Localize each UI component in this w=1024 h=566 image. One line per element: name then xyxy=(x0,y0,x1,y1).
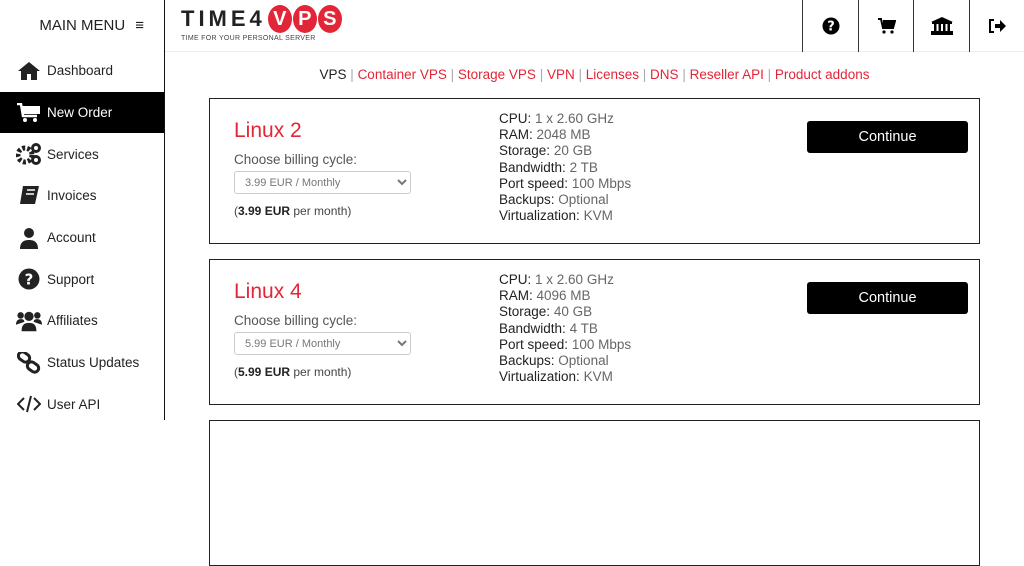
spec-row: Backups: Optional xyxy=(499,192,609,208)
logo[interactable]: TIME4 V P S TIME FOR YOUR PERSONAL SERVER xyxy=(181,5,342,42)
spec-row: Virtualization: KVM xyxy=(499,208,613,224)
sidebar-item-services[interactable]: Services xyxy=(0,133,164,175)
book-icon xyxy=(16,185,42,207)
spec-row: Virtualization: KVM xyxy=(499,369,613,385)
sidebar-item-label: User API xyxy=(47,396,101,412)
tagline: TIME FOR YOUR PERSONAL SERVER xyxy=(181,35,316,42)
nav-link-container-vps[interactable]: Container VPS xyxy=(357,67,447,82)
spec-row: RAM: 4096 MB xyxy=(499,288,591,304)
sidebar-item-invoices[interactable]: Invoices xyxy=(0,175,164,217)
price-per-month: (3.99 EUR per month) xyxy=(234,204,352,218)
home-icon xyxy=(16,60,42,82)
gears-icon xyxy=(16,143,42,166)
sidebar-item-label: Support xyxy=(47,271,95,287)
help-button[interactable]: ? xyxy=(802,0,858,52)
cart-icon xyxy=(877,18,896,34)
billing-cycle-select[interactable]: 3.99 EUR / Monthly xyxy=(234,171,411,194)
main-menu-toggle[interactable]: MAIN MENU ≡ xyxy=(0,0,164,50)
sidebar-item-status-updates[interactable]: Status Updates xyxy=(0,342,164,384)
sidebar: MAIN MENU ≡ Dashboard New Order Services In… xyxy=(0,0,165,420)
spec-row: Bandwidth: 4 TB xyxy=(499,320,598,336)
nav-link-vps[interactable]: VPS xyxy=(319,67,347,82)
header: TIME4 V P S TIME FOR YOUR PERSONAL SERVER ? xyxy=(165,0,1024,52)
link-icon xyxy=(16,351,42,374)
nav-link-storage-vps[interactable]: Storage VPS xyxy=(457,67,536,82)
sidebar-item-label: Invoices xyxy=(47,188,97,204)
nav-link-reseller-api[interactable]: Reseller API xyxy=(689,67,764,82)
continue-button[interactable]: Continue xyxy=(807,282,968,314)
plan-specs: CPU: 1 x 2.60 GHz RAM: 2048 MB Storage: 20… xyxy=(499,111,631,224)
users-icon xyxy=(16,310,42,332)
sidebar-item-support[interactable]: ? Support xyxy=(0,258,164,300)
plan-card: Linux 2 Choose billing cycle: 3.99 EUR /… xyxy=(209,98,980,244)
spec-row: Storage: 20 GB xyxy=(499,143,593,159)
logout-button[interactable] xyxy=(969,0,1024,52)
plan-card: Linux 4 Choose billing cycle: 5.99 EUR /… xyxy=(209,259,980,405)
sidebar-item-new-order[interactable]: New Order xyxy=(0,91,164,134)
main-menu-label: MAIN MENU xyxy=(39,16,126,34)
spec-row: Bandwidth: 2 TB xyxy=(499,159,598,175)
billing-cycle-select[interactable]: 5.99 EUR / Monthly xyxy=(234,332,411,355)
svg-text:?: ? xyxy=(25,271,34,289)
cart-button[interactable] xyxy=(858,0,914,52)
spec-row: Backups: Optional xyxy=(499,353,609,369)
logo-text: TIME4 xyxy=(181,6,266,31)
question-circle-icon: ? xyxy=(16,268,42,290)
spec-row: CPU: 1 x 2.60 GHz xyxy=(499,272,614,287)
billing-cycle-label: Choose billing cycle: xyxy=(234,313,358,328)
nav-link-product-addons[interactable]: Product addons xyxy=(774,67,870,82)
nav-link-vpn[interactable]: VPN xyxy=(546,67,575,82)
question-circle-icon: ? xyxy=(822,17,839,35)
sidebar-item-label: Services xyxy=(47,146,99,162)
price-per-month: (5.99 EUR per month) xyxy=(234,365,352,379)
sidebar-item-dashboard[interactable]: Dashboard xyxy=(0,50,164,92)
code-icon xyxy=(16,393,42,415)
spec-row: Port speed: 100 Mbps xyxy=(499,336,632,352)
sidebar-item-label: Dashboard xyxy=(47,63,114,79)
svg-text:?: ? xyxy=(827,20,835,35)
billing-cycle-label: Choose billing cycle: xyxy=(234,152,358,167)
product-category-nav: VPS | Container VPS | Storage VPS | VPN … xyxy=(319,67,870,82)
bank-icon xyxy=(930,17,953,35)
bank-button[interactable] xyxy=(913,0,969,52)
spec-row: Storage: 40 GB xyxy=(499,304,593,320)
hamburger-icon: ≡ xyxy=(135,16,144,34)
spec-row: Port speed: 100 Mbps xyxy=(499,175,632,191)
spec-row: CPU: 1 x 2.60 GHz xyxy=(499,111,614,126)
continue-button[interactable]: Continue xyxy=(807,121,968,153)
plan-name: Linux 4 xyxy=(234,280,302,303)
nav-link-licenses[interactable]: Licenses xyxy=(585,67,640,82)
user-icon xyxy=(16,227,42,249)
sidebar-item-account[interactable]: Account xyxy=(0,217,164,259)
sign-out-icon xyxy=(989,19,1006,33)
plan-specs: CPU: 1 x 2.60 GHz RAM: 4096 MB Storage: 40… xyxy=(499,272,631,385)
cart-icon xyxy=(16,102,42,124)
sidebar-item-label: New Order xyxy=(47,105,113,121)
sidebar-item-label: Status Updates xyxy=(47,355,140,371)
sidebar-item-affiliates[interactable]: Affiliates xyxy=(0,300,164,342)
sidebar-item-label: Account xyxy=(47,230,96,246)
plan-name: Linux 2 xyxy=(234,119,302,142)
sidebar-item-user-api[interactable]: User API xyxy=(0,384,164,426)
nav-link-dns[interactable]: DNS xyxy=(650,67,679,82)
plan-card xyxy=(209,420,980,566)
sidebar-item-label: Affiliates xyxy=(47,313,98,329)
spec-row: RAM: 2048 MB xyxy=(499,127,591,143)
